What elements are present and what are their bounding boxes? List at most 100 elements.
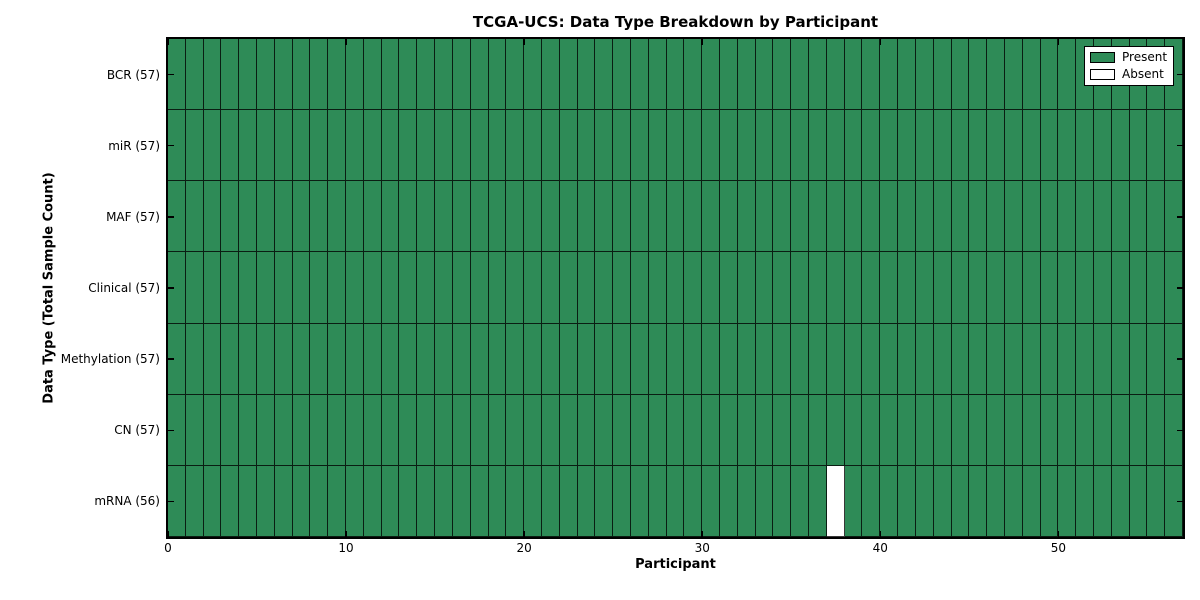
heatmap-cell-present: [541, 181, 560, 253]
heatmap-cell-present: [346, 252, 364, 324]
heatmap-cell-present: [257, 181, 275, 253]
y-tick: [168, 144, 174, 147]
x-tick: [523, 531, 525, 537]
heatmap-cell-present: [274, 181, 293, 253]
heatmap-cell-present: [274, 110, 293, 182]
heatmap-cell-present: [274, 323, 293, 395]
heatmap-cell-present: [1022, 252, 1041, 324]
heatmap-cell-present: [1093, 252, 1112, 324]
heatmap-cell-present: [577, 110, 596, 182]
heatmap-cell-present: [1040, 252, 1059, 324]
heatmap-cell-present: [239, 181, 258, 253]
heatmap-cell-present: [755, 181, 774, 253]
heatmap-cell-present: [809, 39, 827, 111]
heatmap-cell-present: [613, 181, 631, 253]
heatmap-cell-present: [506, 465, 525, 537]
heatmap-cell-present: [809, 252, 827, 324]
heatmap-cell-present: [524, 323, 542, 395]
heatmap-cell-present: [292, 252, 311, 324]
heatmap-cell-present: [898, 465, 916, 537]
heatmap-cell-present: [684, 465, 703, 537]
heatmap-cell-present: [399, 394, 418, 466]
heatmap-cell-present: [506, 39, 525, 111]
heatmap-cell-present: [720, 110, 738, 182]
heatmap-cell-present: [1004, 39, 1023, 111]
heatmap-cell-present: [310, 252, 329, 324]
heatmap-cell-present: [987, 323, 1005, 395]
heatmap-cell-present: [862, 110, 881, 182]
heatmap-cell-present: [809, 110, 827, 182]
heatmap-cell-present: [915, 252, 934, 324]
heatmap-cell-present: [880, 181, 899, 253]
heatmap-cell-present: [221, 252, 240, 324]
heatmap-cell-present: [1129, 323, 1148, 395]
heatmap-cell-present: [203, 252, 222, 324]
x-tick: [701, 531, 703, 537]
heatmap-cell-present: [666, 110, 685, 182]
heatmap-cell-present: [1004, 110, 1023, 182]
heatmap-cell-present: [844, 394, 863, 466]
heatmap-cell-present: [1058, 465, 1077, 537]
heatmap-cell-present: [310, 323, 329, 395]
y-tick-label: Methylation (57): [60, 352, 160, 367]
heatmap-cell-present: [720, 252, 738, 324]
heatmap-cell-present: [737, 181, 756, 253]
heatmap-cell-present: [185, 323, 204, 395]
heatmap-cell-present: [541, 39, 560, 111]
heatmap-cell-present: [1111, 323, 1130, 395]
heatmap-cell-present: [559, 465, 578, 537]
y-tick: [1177, 500, 1183, 503]
heatmap-cell-present: [648, 110, 667, 182]
heatmap-cell-present: [221, 323, 240, 395]
heatmap-cell-present: [826, 252, 845, 324]
heatmap-cell-present: [221, 181, 240, 253]
heatmap-cell-present: [381, 181, 400, 253]
y-tick: [168, 287, 174, 289]
y-tick: [168, 73, 174, 76]
heatmap-cell-present: [898, 110, 916, 182]
heatmap-cell-present: [1040, 465, 1059, 537]
heatmap-cell-present: [274, 394, 293, 466]
heatmap-cell-present: [1004, 181, 1023, 253]
heatmap-cell-present: [203, 110, 222, 182]
heatmap-cell-present: [203, 323, 222, 395]
heatmap-cell-present: [168, 465, 186, 537]
heatmap-cell-present: [915, 181, 934, 253]
heatmap-cell-present: [862, 39, 881, 111]
y-tick: [1177, 429, 1183, 432]
heatmap-cell-present: [488, 252, 507, 324]
heatmap-cell-present: [791, 465, 810, 537]
heatmap-grid: [168, 39, 1183, 537]
heatmap-cell-present: [702, 252, 721, 324]
heatmap-cell-present: [452, 323, 471, 395]
heatmap-cell-present: [381, 323, 400, 395]
heatmap-cell-present: [773, 323, 792, 395]
heatmap-cell-present: [648, 394, 667, 466]
heatmap-cell-present: [951, 323, 970, 395]
y-tick-label: MAF (57): [106, 209, 160, 224]
heatmap-cell-present: [203, 181, 222, 253]
heatmap-cell-present: [168, 181, 186, 253]
heatmap-cell-present: [844, 323, 863, 395]
x-axis-label: Participant: [635, 557, 716, 572]
heatmap-cell-present: [1076, 252, 1094, 324]
heatmap-cell-present: [648, 39, 667, 111]
heatmap-cell-present: [346, 323, 364, 395]
heatmap-cell-present: [595, 110, 614, 182]
heatmap-cell-present: [826, 394, 845, 466]
heatmap-cell-present: [987, 252, 1005, 324]
heatmap-cell-present: [559, 323, 578, 395]
y-tick: [1177, 216, 1183, 218]
y-tick-label: BCR (57): [106, 67, 160, 82]
heatmap-cell-present: [1111, 181, 1130, 253]
heatmap-cell-present: [257, 110, 275, 182]
heatmap-cell-present: [417, 323, 436, 395]
heatmap-cell-present: [844, 252, 863, 324]
heatmap-cell-present: [1022, 323, 1041, 395]
heatmap-cell-present: [506, 110, 525, 182]
heatmap-cell-present: [363, 465, 382, 537]
heatmap-cell-present: [399, 39, 418, 111]
heatmap-cell-present: [1022, 110, 1041, 182]
heatmap-cell-present: [720, 181, 738, 253]
heatmap-cell-present: [346, 110, 364, 182]
